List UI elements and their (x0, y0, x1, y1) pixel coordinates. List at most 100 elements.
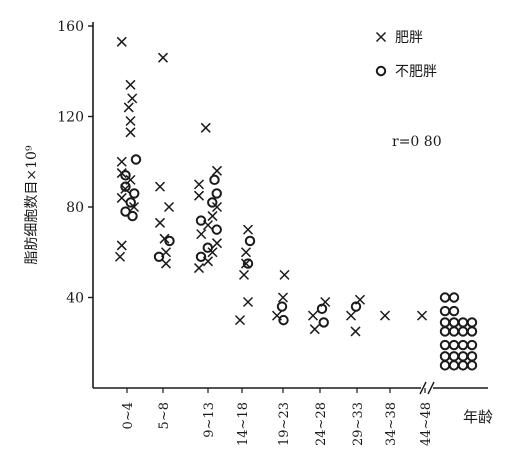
data-point-obese-stroke (120, 183, 131, 194)
data-point-obese-stroke (193, 179, 205, 190)
data-point-obese-stroke (128, 201, 140, 213)
data-point-obese-stroke (200, 122, 211, 133)
data-point-non-obese (195, 215, 207, 226)
data-point-obese-stroke (207, 247, 218, 258)
data-point-non-obese (120, 170, 131, 181)
data-point-obese-stroke (125, 79, 136, 90)
data-point-non-obese (153, 251, 165, 262)
data-point-obese-stroke (242, 224, 254, 235)
legend: 肥胖 不肥胖 (375, 30, 437, 80)
data-point-obese (123, 102, 134, 113)
data-point-non-obese (120, 206, 131, 217)
data-point-non-obese (120, 181, 131, 192)
data-point-obese (279, 269, 290, 280)
data-point-non-obese (209, 174, 220, 186)
data-point-obese (116, 156, 127, 167)
data-point-non-obese (466, 360, 478, 371)
data-point-obese (307, 310, 319, 321)
legend-label-non-obese: 不肥胖 (395, 64, 437, 80)
data-point-obese (157, 52, 169, 63)
data-point-non-obese (439, 317, 451, 328)
data-point-obese (350, 326, 361, 337)
data-point-non-obese (466, 326, 478, 337)
data-point-obese-stroke (154, 217, 166, 228)
data-point-obese-stroke (307, 310, 319, 321)
data-point-non-obese (457, 339, 469, 351)
data-point-obese-stroke (379, 310, 391, 321)
data-point-obese-stroke (279, 269, 290, 280)
data-point-non-obese (195, 251, 207, 262)
data-point-obese-stroke (211, 165, 223, 176)
x-tick-label: 14~18 (236, 402, 251, 446)
data-point-non-obese (457, 351, 469, 362)
data-point-obese (200, 122, 211, 133)
data-point-obese-stroke (116, 240, 127, 251)
data-point-non-obese (130, 154, 142, 165)
data-point-non-obese (466, 339, 478, 351)
data-point-non-obese (457, 326, 469, 337)
data-point-non-obese (202, 242, 213, 253)
data-point-non-obese (244, 235, 256, 247)
data-point-obese-stroke (196, 229, 207, 240)
data-point-obese (277, 292, 289, 303)
points-layer (114, 36, 478, 371)
data-point-obese-stroke (202, 220, 214, 231)
data-point-obese (234, 315, 246, 326)
data-point-obese-stroke (154, 181, 166, 192)
data-point-obese-stroke (240, 247, 252, 258)
data-point-obese-stroke (123, 102, 134, 113)
data-point-obese (309, 324, 320, 335)
data-point-obese-stroke (271, 310, 283, 321)
x-tick-label: 24~28 (314, 402, 329, 446)
data-point-non-obese (439, 351, 451, 362)
data-point-non-obese (127, 210, 138, 222)
data-point-obese (193, 179, 205, 190)
data-point-obese (125, 115, 136, 127)
data-point-non-obese (439, 305, 451, 317)
data-point-non-obese (318, 317, 329, 328)
data-point-non-obese (125, 197, 136, 208)
correlation-annotation: r=0 80 (392, 134, 442, 150)
legend-marker-non-obese (375, 65, 387, 77)
data-point-non-obese (276, 301, 288, 312)
data-point-obese (125, 79, 136, 90)
data-point-non-obese (448, 305, 460, 317)
y-tick-label: 160 (57, 19, 84, 35)
data-point-non-obese (439, 292, 451, 303)
data-point-obese-stroke (238, 269, 250, 280)
data-point-obese (207, 211, 218, 222)
data-point-obese (125, 127, 136, 138)
data-point-obese (154, 217, 166, 228)
data-point-non-obese (448, 292, 460, 303)
data-point-obese (160, 258, 172, 269)
data-point-obese (242, 224, 254, 235)
data-point-obese (154, 181, 166, 192)
data-point-obese-stroke (234, 315, 246, 326)
data-point-obese-stroke (202, 256, 214, 267)
data-point-obese (193, 263, 205, 274)
data-point-obese-stroke (116, 192, 127, 203)
data-point-obese (159, 233, 170, 244)
y-tick-label: 120 (57, 110, 84, 126)
data-point-obese (211, 165, 223, 176)
data-point-obese-stroke (240, 258, 252, 269)
data-point-obese-stroke (125, 115, 136, 127)
data-point-obese-stroke (116, 36, 127, 47)
data-point-obese (242, 296, 254, 308)
data-point-non-obese (466, 351, 478, 362)
x-tick-label: 34~38 (384, 402, 399, 446)
data-point-obese-stroke (211, 238, 223, 249)
data-point-obese-stroke (157, 52, 169, 63)
data-point-obese (375, 31, 387, 43)
data-point-non-obese (242, 258, 254, 269)
data-point-obese (116, 240, 127, 251)
data-point-obese-stroke (125, 127, 136, 138)
data-point-obese (207, 247, 218, 258)
legend-label-obese: 肥胖 (395, 30, 423, 46)
axis-break-mark (419, 381, 427, 395)
data-point-obese-stroke (163, 201, 175, 213)
x-tick-label: 5~8 (157, 402, 172, 429)
data-point-obese (127, 93, 138, 104)
data-point-obese (116, 36, 127, 47)
data-point-obese (238, 269, 250, 280)
